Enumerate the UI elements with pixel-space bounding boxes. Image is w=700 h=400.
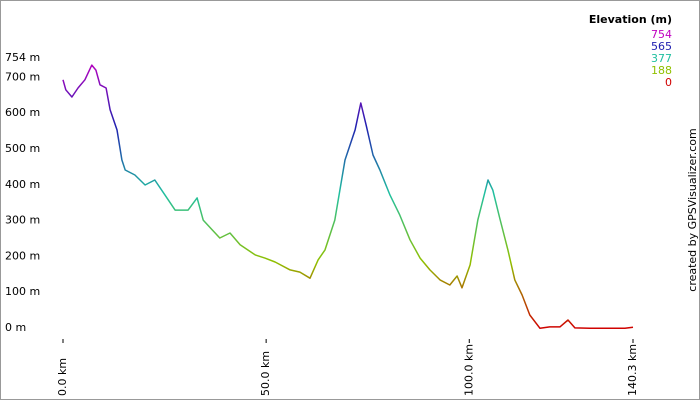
elevation-line: [62, 64, 634, 330]
y-tick-label: 300 m: [5, 214, 40, 227]
legend-value: 754: [651, 28, 672, 41]
x-tick-label: 0.0 km: [56, 358, 69, 396]
y-tick-label: 0 m: [5, 321, 26, 334]
legend-value: 188: [651, 64, 672, 77]
legend-value: 377: [651, 52, 672, 65]
x-tick-label: 50.0 km: [259, 351, 272, 396]
y-tick-label: 754 m: [5, 51, 40, 64]
legend-value: 0: [665, 76, 672, 89]
y-tick-label: 400 m: [5, 178, 40, 191]
y-tick-label: 700 m: [5, 70, 40, 83]
y-tick-label: 100 m: [5, 285, 40, 298]
y-tick-label: 500 m: [5, 142, 40, 155]
y-tick-label: 200 m: [5, 249, 40, 262]
y-tick-label: 600 m: [5, 106, 40, 119]
credit: created by GPSVisualizer.com: [686, 128, 699, 291]
legend-value: 565: [651, 40, 672, 53]
legend-title: Elevation (m): [589, 13, 672, 26]
x-tick-label: 140.3 km: [626, 344, 639, 396]
x-tick-label: 100.0 km: [462, 344, 475, 396]
